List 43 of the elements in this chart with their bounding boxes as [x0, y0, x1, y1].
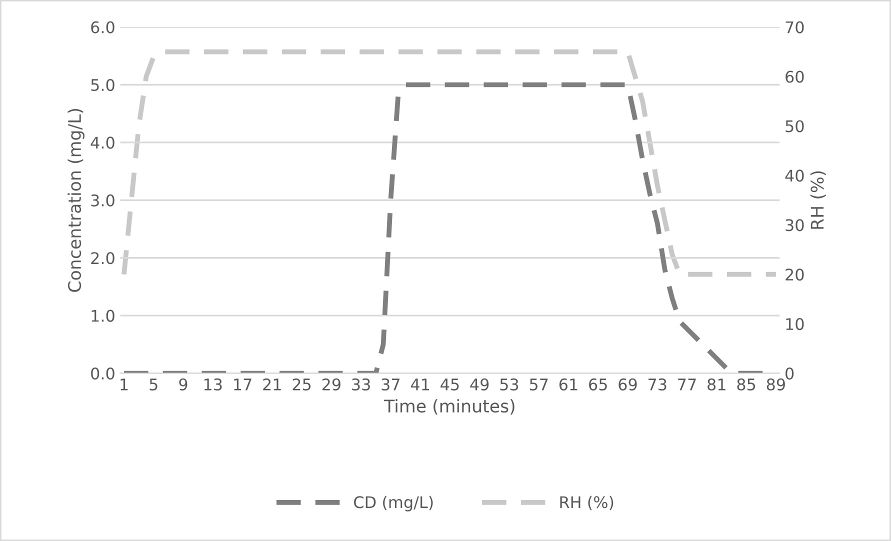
y-tick-label: 4.0	[90, 136, 114, 149]
x-tick-label: 41	[410, 378, 430, 390]
x-tick-label: 21	[263, 378, 281, 390]
y2-tick-label: 30	[786, 219, 804, 232]
y2-tick-label: 70	[786, 21, 804, 34]
x-tick-label: 37	[382, 378, 400, 391]
y-tick-label: 2.0	[91, 252, 114, 264]
y2-tick-label: 20	[786, 268, 804, 281]
y-tick-label: 3.0	[91, 194, 114, 206]
x-tick-label: 17	[234, 378, 252, 390]
y-axis-title: Concentration (mg/L)	[68, 108, 84, 292]
y-tick-label: 5.0	[91, 78, 114, 92]
x-tick-label: 89	[766, 378, 785, 391]
x-tick-label: 65	[589, 378, 607, 391]
x-tick-label: 29	[322, 378, 340, 391]
x-tick-label: 53	[500, 378, 518, 391]
x-tick-label: 5	[150, 378, 158, 391]
x-tick-label: 85	[737, 378, 756, 391]
x-tick-label: 57	[530, 378, 548, 391]
x-tick-label: 69	[618, 378, 637, 391]
y2-axis-title: RH (%)	[810, 171, 826, 229]
x-tick-label: 1	[120, 378, 128, 390]
x-tick-label: 33	[352, 378, 370, 391]
x-tick-label: 77	[678, 378, 696, 390]
x-tick-label: 61	[559, 378, 578, 391]
x-axis-title: Time (minutes)	[384, 399, 514, 415]
y2-tick-label: 0	[786, 368, 794, 380]
x-tick-label: 25	[292, 378, 311, 391]
x-tick-label: 73	[648, 378, 666, 391]
x-tick-label: 49	[470, 378, 489, 391]
legend-label: RH (%)	[560, 496, 614, 510]
y2-tick-label: 50	[786, 120, 804, 132]
y-tick-label: 1.0	[92, 310, 114, 322]
x-tick-label: 81	[708, 378, 726, 391]
y-tick-label: 6.0	[91, 21, 114, 34]
y2-tick-label: 40	[785, 170, 804, 182]
x-tick-label: 45	[440, 378, 459, 391]
y2-tick-label: 10	[786, 318, 804, 330]
x-tick-label: 9	[179, 378, 188, 391]
legend-label: CD (mg/L)	[354, 496, 433, 512]
y2-tick-label: 60	[786, 70, 804, 83]
y-tick-label: 0.0	[91, 368, 114, 380]
x-tick-label: 13	[204, 378, 222, 391]
